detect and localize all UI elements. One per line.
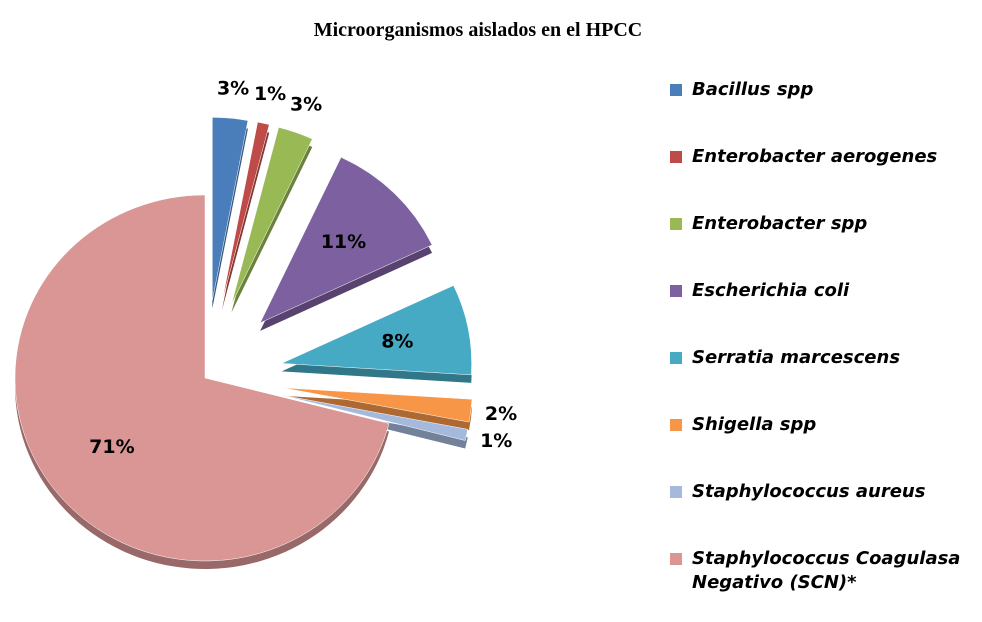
legend-label: Enterobacter aerogenes xyxy=(692,146,938,167)
legend: Bacillus spp Enterobacter aerogenes Entero… xyxy=(670,78,980,614)
slice-side xyxy=(222,130,270,310)
slice xyxy=(14,194,390,562)
legend-item: Staphylococcus aureus xyxy=(670,480,980,547)
legend-item: Enterobacter spp xyxy=(670,212,980,279)
slice xyxy=(221,121,270,302)
legend-swatch xyxy=(670,84,682,96)
legend-label: Enterobacter spp xyxy=(692,213,868,234)
slice xyxy=(259,156,433,324)
legend-swatch xyxy=(670,553,682,565)
slice xyxy=(281,285,472,376)
legend-label: Staphylococcus aureus xyxy=(692,481,926,502)
data-label: 3% xyxy=(217,78,249,100)
chart-title: Microorganismos aislados en el HPCC xyxy=(314,19,643,41)
data-label: 1% xyxy=(480,430,512,452)
slice xyxy=(231,127,313,305)
legend-swatch xyxy=(670,151,682,163)
data-label: 71% xyxy=(89,436,134,458)
legend-label: Serratia marcescens xyxy=(692,347,901,368)
legend-item: Staphylococcus Coagulasa Negativo (SCN)* xyxy=(670,547,980,614)
legend-label: Escherichia coli xyxy=(692,280,850,301)
legend-item: Shigella spp xyxy=(670,413,980,480)
legend-item: Serratia marcescens xyxy=(670,346,980,413)
legend-swatch xyxy=(670,285,682,297)
data-label: 3% xyxy=(290,93,322,115)
legend-swatch xyxy=(670,486,682,498)
slice xyxy=(282,387,473,423)
legend-label: Bacillus spp xyxy=(692,79,814,100)
legend-swatch xyxy=(670,352,682,364)
legend-item: Bacillus spp xyxy=(670,78,980,145)
legend-item: Enterobacter aerogenes xyxy=(670,145,980,212)
legend-label: Shigella spp xyxy=(692,414,817,435)
legend-label: Staphylococcus Coagulasa Negativo (SCN)* xyxy=(692,548,961,593)
slice xyxy=(281,394,469,441)
legend-swatch xyxy=(670,419,682,431)
data-label: 2% xyxy=(485,403,517,425)
data-label: 11% xyxy=(321,231,366,253)
legend-item: Escherichia coli xyxy=(670,279,980,346)
legend-swatch xyxy=(670,218,682,230)
slice xyxy=(212,117,249,301)
data-label: 8% xyxy=(381,331,413,353)
data-label: 1% xyxy=(254,83,286,105)
